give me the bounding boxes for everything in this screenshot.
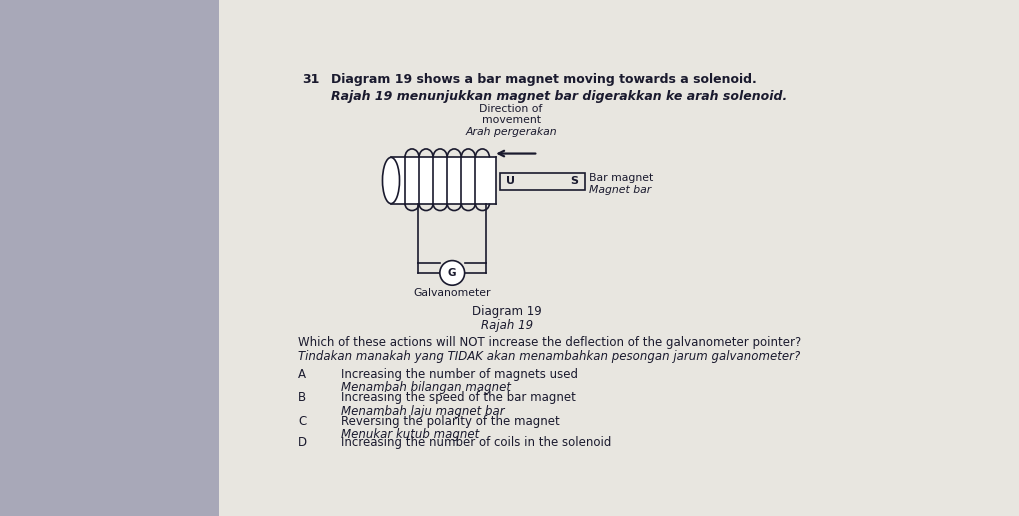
- Text: S: S: [570, 176, 578, 186]
- Text: Tindakan manakah yang TIDAK akan menambahkan pesongan jarum galvanometer?: Tindakan manakah yang TIDAK akan menamba…: [298, 350, 800, 363]
- Text: C: C: [298, 414, 306, 428]
- Text: Menukar kutub magnet: Menukar kutub magnet: [340, 428, 478, 441]
- Text: Reversing the polarity of the magnet: Reversing the polarity of the magnet: [340, 414, 558, 428]
- Text: Increasing the number of coils in the solenoid: Increasing the number of coils in the so…: [340, 436, 610, 449]
- Text: Menambah laju magnet bar: Menambah laju magnet bar: [340, 405, 503, 417]
- Text: Diagram 19 shows a bar magnet moving towards a solenoid.: Diagram 19 shows a bar magnet moving tow…: [331, 73, 756, 86]
- Text: Arah pergerakan: Arah pergerakan: [465, 126, 556, 137]
- Text: Galvanometer: Galvanometer: [413, 288, 490, 298]
- Bar: [390, 157, 495, 204]
- Bar: [499, 173, 584, 190]
- Text: Which of these actions will NOT increase the deflection of the galvanometer poin: Which of these actions will NOT increase…: [298, 336, 801, 349]
- Text: 31: 31: [302, 73, 319, 86]
- Circle shape: [439, 261, 465, 285]
- Text: Bar magnet: Bar magnet: [588, 173, 652, 183]
- Text: Menambah bilangan magnet: Menambah bilangan magnet: [340, 381, 511, 394]
- Text: Increasing the speed of the bar magnet: Increasing the speed of the bar magnet: [340, 392, 575, 405]
- Text: Rajah 19: Rajah 19: [481, 319, 533, 332]
- Text: Direction of: Direction of: [479, 104, 542, 114]
- Text: Magnet bar: Magnet bar: [588, 185, 650, 195]
- Text: movement: movement: [481, 115, 540, 125]
- Text: Increasing the number of magnets used: Increasing the number of magnets used: [340, 368, 577, 381]
- Text: U: U: [505, 176, 515, 186]
- Ellipse shape: [382, 157, 399, 204]
- Text: G: G: [447, 268, 457, 278]
- Text: B: B: [298, 392, 306, 405]
- Text: Diagram 19: Diagram 19: [472, 305, 541, 318]
- Text: Rajah 19 menunjukkan magnet bar digerakkan ke arah solenoid.: Rajah 19 menunjukkan magnet bar digerakk…: [331, 90, 787, 103]
- Text: A: A: [298, 368, 306, 381]
- Text: D: D: [298, 436, 307, 449]
